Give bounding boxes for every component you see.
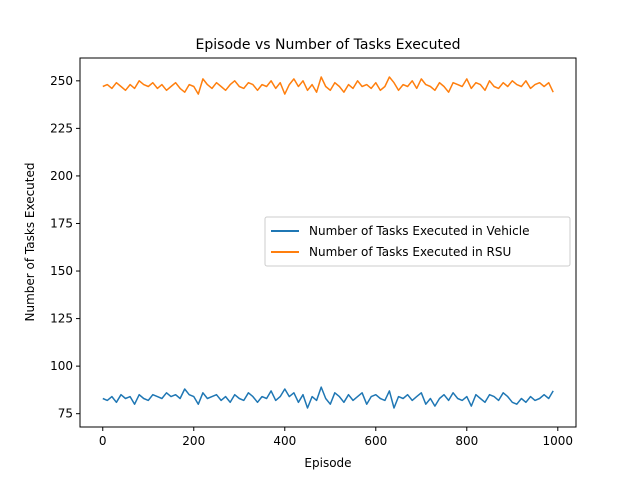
y-axis-label: Number of Tasks Executed bbox=[23, 163, 37, 322]
legend-label-vehicle: Number of Tasks Executed in Vehicle bbox=[309, 224, 529, 238]
legend-box bbox=[264, 216, 571, 267]
series-layer bbox=[102, 76, 554, 409]
plot-frame bbox=[79, 57, 577, 428]
y-tick-label: 150 bbox=[50, 264, 73, 278]
chart-title: Episode vs Number of Tasks Executed bbox=[196, 37, 461, 53]
x-tick-label: 800 bbox=[455, 434, 478, 448]
legend-label-rsu: Number of Tasks Executed in RSU bbox=[309, 245, 511, 259]
series-line-vehicle bbox=[102, 386, 554, 409]
y-tick-label: 175 bbox=[50, 216, 73, 230]
y-tick-label: 250 bbox=[50, 74, 73, 88]
y-axis-ticks: 75 100 125 150 175 200 225 250 bbox=[50, 74, 80, 421]
x-axis-label: Episode bbox=[304, 456, 351, 470]
x-tick-label: 400 bbox=[273, 434, 296, 448]
y-tick-label: 100 bbox=[50, 359, 73, 373]
series-line-rsu bbox=[102, 76, 554, 95]
x-tick-label: 600 bbox=[364, 434, 387, 448]
y-tick-label: 75 bbox=[58, 407, 73, 421]
y-tick-label: 225 bbox=[50, 121, 73, 135]
x-tick-label: 1000 bbox=[543, 434, 574, 448]
x-tick-label: 200 bbox=[182, 434, 205, 448]
y-tick-label: 125 bbox=[50, 312, 73, 326]
y-tick-label: 200 bbox=[50, 169, 73, 183]
x-axis-ticks: 0 200 400 600 800 1000 bbox=[99, 427, 573, 448]
legend: Number of Tasks Executed in Vehicle Numb… bbox=[264, 216, 571, 267]
x-tick-label: 0 bbox=[99, 434, 107, 448]
